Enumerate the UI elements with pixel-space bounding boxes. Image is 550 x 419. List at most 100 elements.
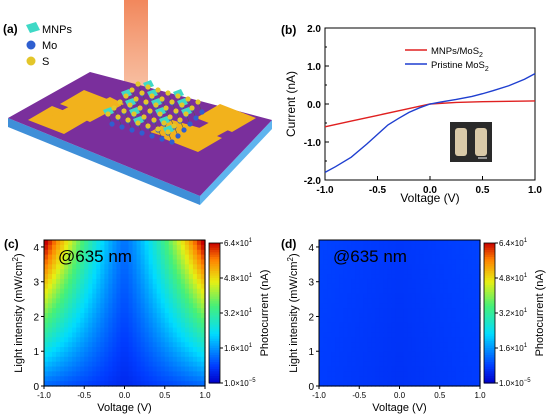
heatmap-cell	[160, 322, 166, 329]
heatmap-cell	[124, 313, 130, 319]
heatmap-cell	[423, 288, 429, 295]
colorbar-segment	[484, 378, 495, 382]
heatmap-cell	[355, 351, 360, 358]
heatmap-cell	[84, 366, 89, 372]
heatmap-cell	[64, 254, 69, 261]
heatmap-cell	[323, 298, 328, 304]
heatmap-cell	[92, 313, 97, 319]
heatmap-cell	[403, 288, 409, 295]
heatmap-cell	[96, 283, 101, 290]
heatmap-cell	[443, 298, 449, 304]
heatmap-cell	[451, 254, 457, 261]
heatmap-cell	[192, 366, 198, 372]
colorbar-segment	[209, 371, 220, 375]
heatmap-cell	[52, 308, 57, 314]
heatmap-cell	[108, 293, 114, 299]
heatmap-cell	[44, 317, 49, 324]
heatmap-cell	[68, 322, 73, 329]
heatmap-cell	[92, 337, 97, 343]
x-tick-label: 0.5	[159, 391, 171, 400]
heatmap-cell	[104, 376, 109, 382]
heatmap-cell	[80, 274, 85, 280]
heatmap-cell	[399, 356, 405, 363]
y-tick-label: 1.0	[307, 62, 321, 73]
heatmap-cell	[112, 381, 118, 387]
heatmap-cell	[351, 376, 356, 382]
heatmap-cell	[176, 293, 182, 299]
heatmap-cell	[76, 322, 81, 329]
heatmap-cell	[379, 259, 384, 265]
heatmap-cell	[104, 283, 109, 290]
heatmap-cell	[379, 254, 384, 261]
heatmap-cell	[431, 351, 437, 358]
heatmap-cell	[347, 308, 352, 314]
heatmap-cell	[335, 274, 340, 280]
heatmap-cell	[387, 322, 393, 329]
heatmap-cell	[124, 278, 130, 285]
heatmap-cell	[116, 249, 122, 256]
heatmap-cell	[160, 366, 166, 372]
heatmap-cell	[148, 342, 154, 348]
heatmap-cell	[140, 356, 146, 363]
heatmap-cell	[68, 317, 73, 324]
colorbar-segment	[484, 282, 495, 286]
heatmap-cell	[120, 317, 126, 324]
heatmap-cell	[112, 351, 118, 358]
heatmap-cell	[196, 381, 202, 387]
colorbar-segment	[484, 369, 495, 372]
heatmap-cell	[395, 356, 401, 363]
heatmap-cell	[431, 283, 437, 290]
heatmap-cell	[387, 274, 393, 280]
y-tick-label: 0	[308, 382, 314, 393]
heatmap-cell	[387, 361, 393, 368]
heatmap-cell	[108, 337, 114, 343]
s-atom-icon	[155, 87, 161, 93]
heatmap-cell	[64, 259, 69, 265]
heatmap-cell	[128, 264, 134, 270]
heatmap-cell	[371, 308, 376, 314]
heatmap-cell	[116, 356, 122, 363]
colorbar-tick-label: 1.6×101	[224, 343, 253, 353]
heatmap-cell	[104, 303, 109, 309]
heatmap-cell	[459, 366, 465, 372]
heatmap-cell	[60, 244, 65, 251]
heatmap-cell	[403, 313, 409, 319]
heatmap-cell	[383, 278, 389, 285]
heatmap-cell	[447, 254, 453, 261]
heatmap-cell	[168, 351, 174, 358]
heatmap-cell	[331, 327, 336, 334]
heatmap-cell	[148, 274, 154, 280]
heatmap-cell	[363, 351, 368, 358]
heatmap-cell	[427, 376, 433, 382]
heatmap-cell	[108, 264, 114, 270]
heatmap-cell	[323, 293, 328, 299]
heatmap-cell	[339, 244, 344, 251]
heatmap-cell	[383, 381, 389, 387]
heatmap-cell	[363, 259, 368, 265]
heatmap-cell	[359, 332, 364, 338]
heatmap-cell	[447, 317, 453, 324]
substrate-side-front	[8, 118, 200, 205]
inset-electrode-right	[475, 128, 487, 156]
heatmap-cell	[355, 278, 360, 285]
heatmap-cell	[112, 278, 118, 285]
heatmap-cell	[136, 332, 142, 338]
heatmap-cell	[423, 313, 429, 319]
heatmap-cell	[180, 308, 186, 314]
heatmap-cell	[431, 366, 437, 372]
heatmap-cell	[156, 278, 162, 285]
heatmap-cell	[172, 288, 178, 295]
heatmap-cell	[96, 371, 101, 377]
heatmap-cell	[335, 264, 340, 270]
heatmap-cell	[351, 337, 356, 343]
heatmap-cell	[88, 259, 93, 265]
heatmap-cell	[463, 342, 469, 348]
heatmap-cell	[431, 240, 437, 246]
heatmap-cell	[88, 303, 93, 309]
heatmap-cell	[196, 283, 202, 290]
heatmap-cell	[391, 356, 397, 363]
heatmap-cell	[339, 254, 344, 261]
heatmap-cell	[176, 347, 182, 353]
colorbar-segment	[484, 313, 495, 316]
heatmap-cell	[96, 303, 101, 309]
